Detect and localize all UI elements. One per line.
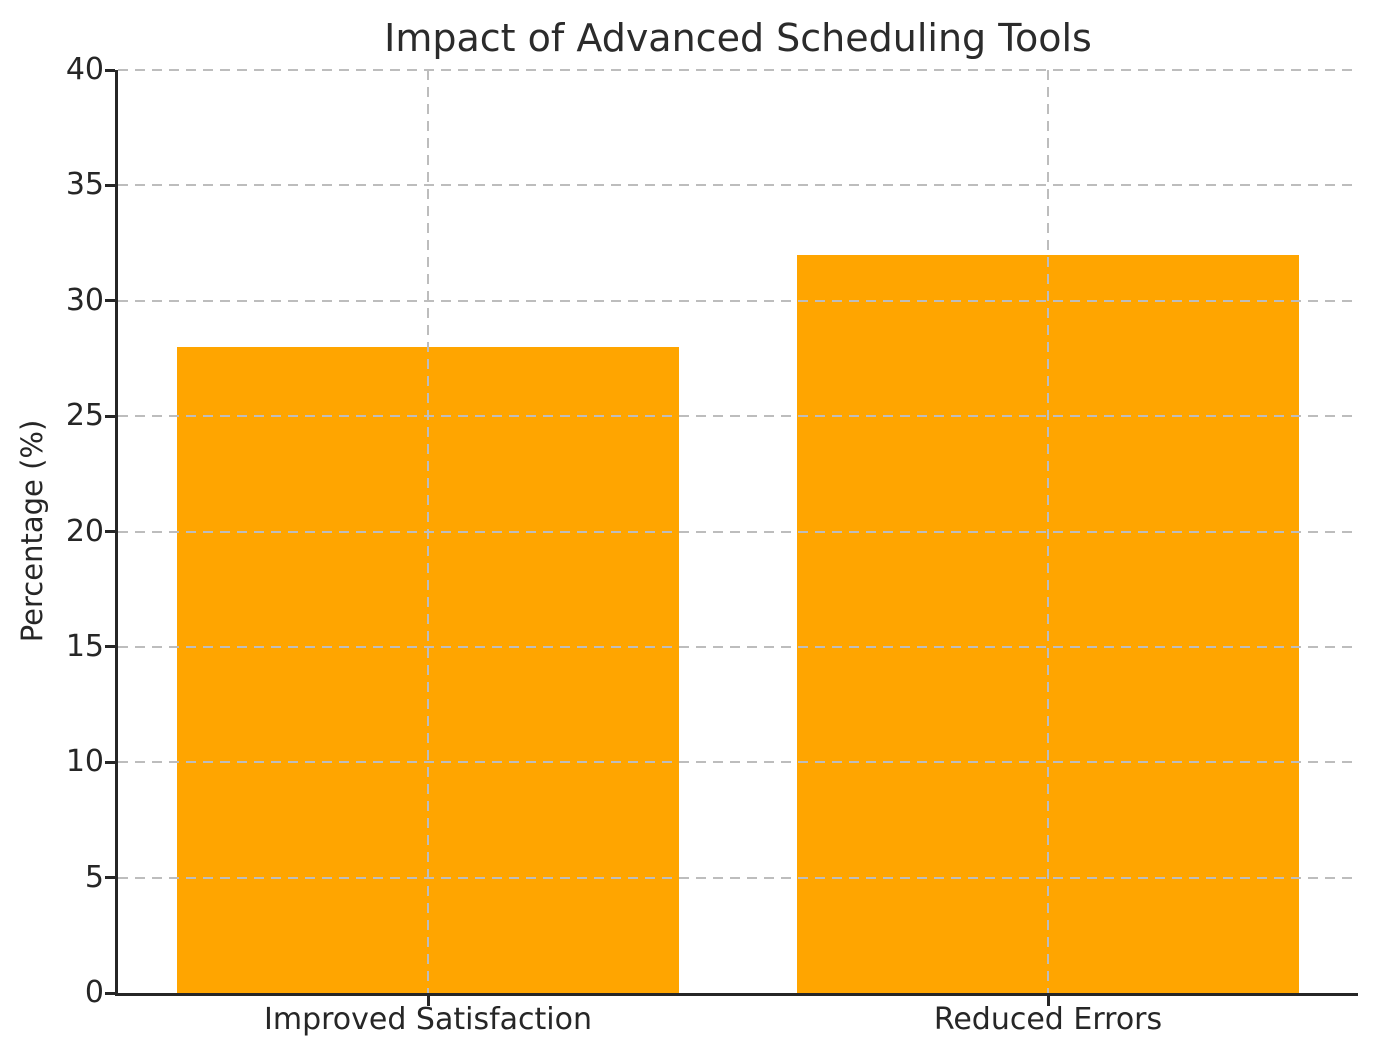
gridline-horizontal — [118, 876, 1358, 879]
chart-title: Impact of Advanced Scheduling Tools — [384, 16, 1092, 60]
y-tick-mark — [105, 183, 115, 187]
y-tick-label: 5 — [84, 859, 104, 895]
y-tick-mark — [105, 645, 115, 649]
y-tick-mark — [105, 299, 115, 303]
gridline-horizontal — [118, 415, 1358, 418]
y-tick-label: 30 — [65, 282, 104, 318]
x-tick-label-reduced-errors: Reduced Errors — [933, 1002, 1163, 1037]
y-tick-label: 10 — [65, 744, 104, 780]
y-tick-mark — [105, 991, 115, 995]
y-axis-spine — [115, 70, 118, 996]
gridline-horizontal — [118, 184, 1358, 187]
y-tick-label: 0 — [84, 975, 104, 1010]
gridline-horizontal — [118, 761, 1358, 764]
gridline-horizontal — [118, 69, 1358, 71]
x-tick-mark — [1046, 996, 1050, 1006]
plot-area — [118, 69, 1358, 993]
x-axis-spine — [115, 993, 1358, 996]
y-tick-label: 35 — [65, 167, 104, 203]
y-tick-mark — [105, 760, 115, 764]
y-tick-label: 15 — [65, 628, 104, 664]
gridline-horizontal — [118, 645, 1358, 648]
x-tick-mark — [426, 996, 430, 1006]
gridline-horizontal — [118, 299, 1358, 302]
y-tick-label: 25 — [65, 398, 104, 434]
y-tick-mark — [105, 876, 115, 880]
gridline-horizontal — [118, 530, 1358, 533]
y-tick-label: 40 — [65, 52, 104, 87]
y-tick-mark — [105, 68, 115, 72]
y-tick-mark — [105, 414, 115, 418]
x-tick-label-improved-satisfaction: Improved Satisfaction — [264, 1002, 592, 1037]
y-tick-label: 20 — [65, 513, 104, 549]
y-tick-mark — [105, 530, 115, 533]
